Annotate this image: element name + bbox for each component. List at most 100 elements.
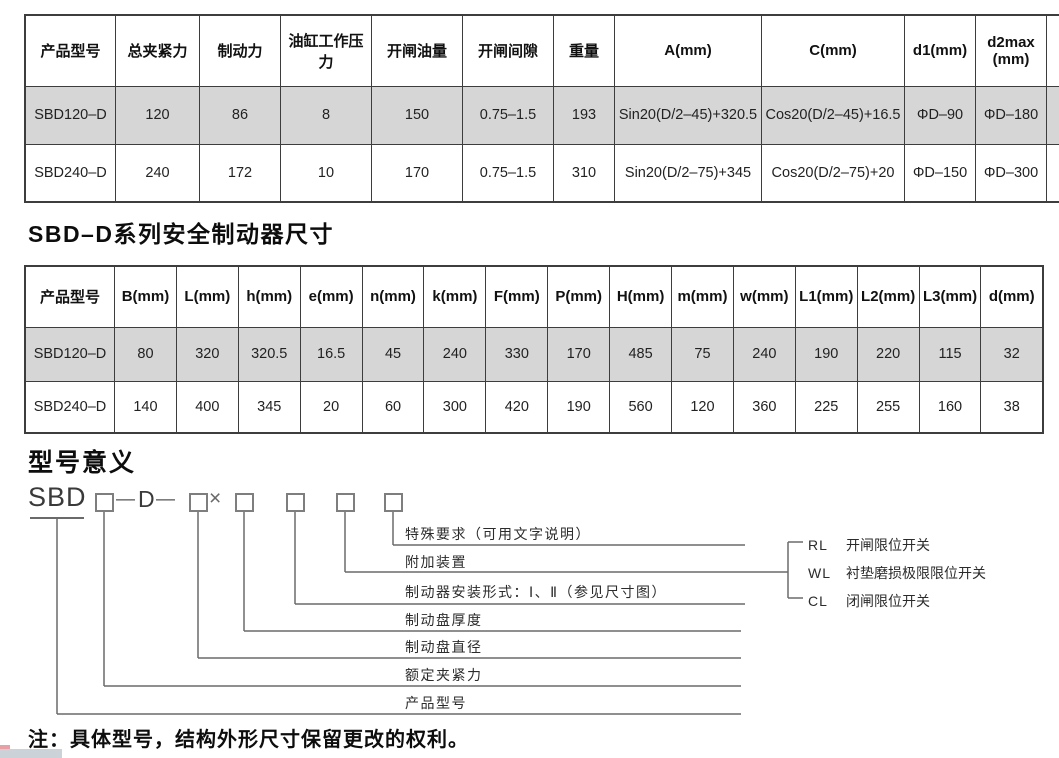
table-cell: 193 — [553, 85, 615, 145]
table-cell: 120 — [671, 380, 734, 434]
table-cell: SBD240–D — [24, 143, 116, 203]
table-cell: 320.5 — [237, 326, 301, 382]
table-cell: Sin20(D/2–45)+320.5 — [614, 85, 762, 145]
column-header: L3(mm) — [918, 265, 982, 328]
table-cell: ΦD–180 — [975, 85, 1047, 145]
model-dash: — — [156, 489, 175, 510]
meaning-label-special-request: 特殊要求（可用文字说明） — [405, 526, 591, 542]
column-header: 产品型号 — [24, 14, 116, 87]
table-cell: 240 — [115, 143, 200, 203]
meaning-label-product-model: 产品型号 — [405, 695, 467, 711]
column-header: A(mm) — [614, 14, 762, 87]
column-header: d2max (mm) — [975, 14, 1047, 87]
scan-artifact — [0, 745, 10, 751]
table-cell: ΦD–90 — [904, 85, 976, 145]
performance-table: 产品型号 总夹紧力 制动力 油缸工作压力 开闸油量 开闸间隙 重量 A(mm) C(mm) d1(… — [24, 14, 1059, 203]
column-header: 制动力 — [199, 14, 281, 87]
table-cell: Cos20(D/2–45)+16.5 — [761, 85, 905, 145]
column-header: 开闸间隙 — [462, 14, 554, 87]
column-header: L(mm) — [175, 265, 239, 328]
switch-code: RL — [808, 537, 828, 553]
table-cell: 16.5 — [299, 326, 363, 382]
table-row: SBD120–D 120 86 8 150 0.75–1.5 193 Sin20(D/2–45… — [24, 85, 1059, 145]
model-code-box — [286, 493, 305, 512]
column-header: P(mm) — [547, 265, 611, 328]
meaning-label-additional-device: 附加装置 — [405, 554, 467, 570]
table-row: SBD240–D 240 172 10 170 0.75–1.5 310 Sin20(D/2–… — [24, 143, 1059, 203]
column-header: d1(mm) — [904, 14, 976, 87]
model-type-letter: D — [138, 486, 155, 512]
section-title-dimensions: SBD–D系列安全制动器尺寸 — [28, 221, 334, 247]
section-title-model-meaning: 型号意义 — [28, 449, 137, 477]
table-cell: Sin20(D/2–75)+345 — [614, 143, 762, 203]
table-cell: 0.75–1.5 — [462, 85, 554, 145]
switch-label: 开闸限位开关 — [846, 537, 930, 553]
table-cell: 320 — [175, 326, 239, 382]
table-cell: 220 — [856, 326, 920, 382]
table-cell: 60 — [361, 380, 425, 434]
diagram-connector-lines — [30, 512, 803, 715]
table-cell: 120 — [115, 85, 200, 145]
table-cell: 32 — [980, 326, 1044, 382]
table-cell: 330 — [485, 326, 549, 382]
table-cell: 140 — [114, 380, 177, 434]
column-header: F(mm) — [485, 265, 549, 328]
model-dash: — — [116, 489, 135, 510]
model-prefix-text: SBD — [28, 482, 87, 512]
column-header: m(mm) — [671, 265, 734, 328]
table-cell: ≥600 — [1046, 85, 1059, 145]
table-cell: 172 — [199, 143, 281, 203]
table-cell: 255 — [856, 380, 920, 434]
table-cell: 160 — [918, 380, 982, 434]
model-code-box — [384, 493, 403, 512]
model-meaning-diagram: SBD — D — × 特殊要求（可用文字说明） 附加装置 制动器安装形式：Ⅰ、… — [0, 478, 1059, 728]
column-header: w(mm) — [732, 265, 796, 328]
model-code-box — [336, 493, 355, 512]
switch-label: 衬垫磨损极限限位开关 — [846, 565, 986, 581]
table-cell: 485 — [609, 326, 673, 382]
table-cell: ΦD–150 — [904, 143, 976, 203]
multiply-sign: × — [209, 487, 222, 510]
switch-option-wl: WL 衬垫磨损极限限位开关 — [808, 563, 986, 583]
meaning-label-mounting-form: 制动器安装形式：Ⅰ、Ⅱ（参见尺寸图） — [405, 584, 668, 600]
meaning-label-disc-thickness: 制动盘厚度 — [405, 612, 483, 628]
column-header: D(mm) — [1046, 14, 1059, 87]
table-cell: 10 — [280, 143, 372, 203]
table-cell: 225 — [794, 380, 858, 434]
table-cell: SBD120–D — [24, 85, 116, 145]
meaning-label-rated-clamping-force: 额定夹紧力 — [405, 667, 483, 683]
table-cell: 400 — [175, 380, 239, 434]
table-cell: 75 — [671, 326, 734, 382]
column-header: H(mm) — [609, 265, 673, 328]
column-header: L1(mm) — [794, 265, 858, 328]
scan-artifact — [0, 749, 62, 758]
column-header: 产品型号 — [24, 265, 115, 328]
switch-option-cl: CL 闭闸限位开关 — [808, 591, 930, 611]
table-cell: 170 — [547, 326, 611, 382]
table-row: SBD120–D 80 320 320.5 16.5 45 240 330 170 485 75 24… — [24, 326, 1044, 382]
switch-option-rl: RL 开闸限位开关 — [808, 535, 930, 555]
table-cell: 240 — [732, 326, 796, 382]
model-code-box — [235, 493, 254, 512]
column-header: 油缸工作压力 — [280, 14, 372, 87]
table-cell: 170 — [371, 143, 463, 203]
column-header: B(mm) — [114, 265, 177, 328]
footnote: 注：具体型号，结构外形尺寸保留更改的权利。 — [28, 729, 469, 751]
table-cell: ΦD–300 — [975, 143, 1047, 203]
table-cell: 115 — [918, 326, 982, 382]
table-cell: SBD240–D — [24, 380, 115, 434]
table-cell: 45 — [361, 326, 425, 382]
column-header: L2(mm) — [856, 265, 920, 328]
table-cell: Cos20(D/2–75)+20 — [761, 143, 905, 203]
table-cell: 240 — [423, 326, 487, 382]
column-header: d(mm) — [980, 265, 1044, 328]
table-cell: 20 — [299, 380, 363, 434]
switch-code: CL — [808, 593, 828, 609]
model-code-box — [189, 493, 208, 512]
table-header-row: 产品型号 B(mm) L(mm) h(mm) e(mm) n(mm) k(mm) F(mm) P… — [24, 265, 1044, 328]
table-cell: 560 — [609, 380, 673, 434]
table-cell: SBD120–D — [24, 326, 115, 382]
column-header: 开闸油量 — [371, 14, 463, 87]
column-header: h(mm) — [237, 265, 301, 328]
